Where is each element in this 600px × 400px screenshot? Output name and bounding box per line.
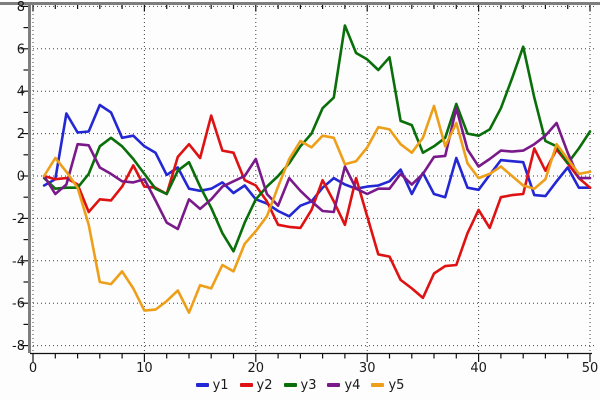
svg-text:8: 8: [17, 0, 25, 15]
legend-swatch-y3: [283, 383, 297, 387]
legend-item-y2: y2: [239, 377, 273, 393]
svg-text:40: 40: [470, 361, 487, 376]
svg-text:4: 4: [17, 85, 25, 100]
svg-text:2: 2: [17, 127, 25, 142]
svg-text:-4: -4: [12, 254, 25, 269]
svg-text:20: 20: [248, 361, 265, 376]
legend-label: y2: [256, 377, 273, 393]
legend-swatch-y1: [195, 383, 209, 387]
svg-text:6: 6: [17, 42, 25, 57]
svg-text:-6: -6: [12, 297, 25, 312]
legend-swatch-y2: [239, 383, 253, 387]
svg-text:0: 0: [17, 170, 25, 185]
legend-label: y1: [212, 377, 229, 393]
svg-text:30: 30: [359, 361, 376, 376]
legend-label: y5: [388, 377, 405, 393]
legend-item-y5: y5: [371, 378, 404, 393]
legend-label: y4: [344, 377, 361, 393]
legend-item-y3: y3: [283, 377, 317, 393]
svg-text:0: 0: [29, 361, 37, 376]
legend-swatch-y4: [327, 383, 341, 387]
legend-label: y3: [300, 377, 317, 393]
legend: y1 y2 y3 y4 y5: [0, 376, 600, 394]
legend-item-y1: y1: [195, 377, 229, 393]
svg-text:50: 50: [582, 361, 599, 376]
svg-text:-2: -2: [12, 212, 25, 227]
svg-text:10: 10: [136, 361, 153, 376]
legend-item-y4: y4: [327, 378, 360, 393]
legend-swatch-y5: [371, 383, 385, 387]
svg-text:-8: -8: [12, 339, 25, 354]
